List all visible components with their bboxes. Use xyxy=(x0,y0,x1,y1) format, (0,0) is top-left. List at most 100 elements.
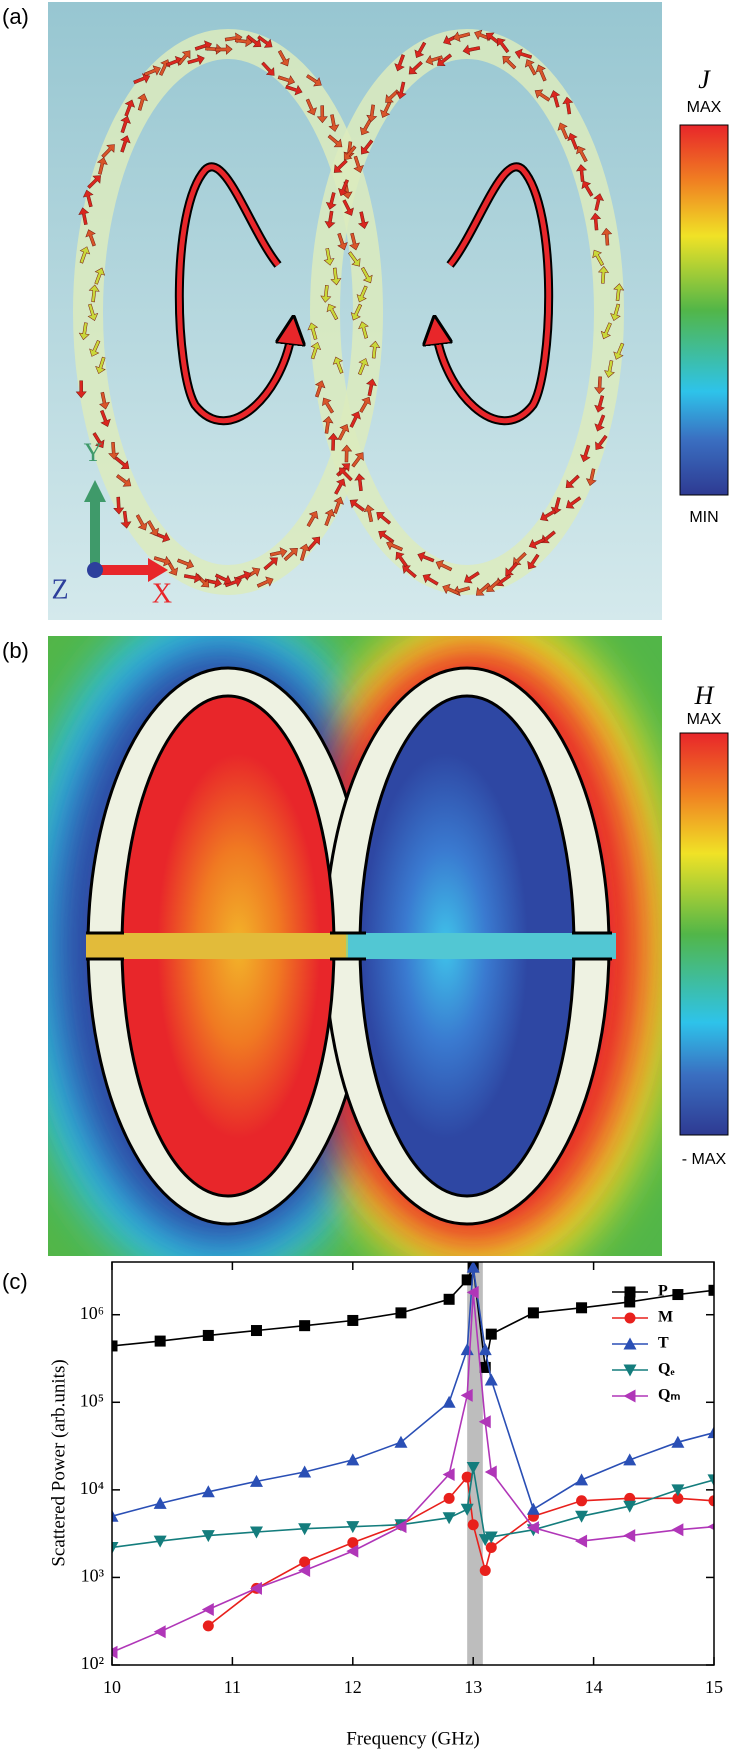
legend-label: T xyxy=(658,1335,669,1352)
marker xyxy=(671,1484,685,1497)
marker xyxy=(153,1625,166,1639)
current-arrow xyxy=(99,391,110,410)
marker xyxy=(485,1541,497,1553)
x-axis-label: Frequency (GHz) xyxy=(346,1728,479,1749)
current-arrow xyxy=(350,303,363,321)
marker xyxy=(112,1541,119,1554)
marker xyxy=(461,1471,473,1483)
current-arrow xyxy=(323,247,335,266)
marker xyxy=(249,1526,263,1539)
panel-b-field xyxy=(48,636,662,1256)
current-arrow xyxy=(307,322,319,340)
marker xyxy=(466,1462,480,1475)
current-arrow xyxy=(330,267,342,286)
current-arrow xyxy=(333,496,344,514)
current-arrow xyxy=(322,397,335,414)
current-arrow xyxy=(594,395,605,413)
current-arrow xyxy=(214,573,232,585)
marker xyxy=(153,1535,167,1548)
marker xyxy=(484,1373,498,1386)
current-arrow xyxy=(613,342,625,360)
current-arrow xyxy=(357,358,369,376)
marker xyxy=(707,1426,714,1439)
current-arrow xyxy=(604,360,615,378)
current-arrow xyxy=(305,98,317,116)
marker xyxy=(707,1474,714,1487)
colorbar xyxy=(679,124,729,496)
current-arrow xyxy=(567,132,579,150)
marker xyxy=(201,1530,215,1543)
marker xyxy=(443,1293,455,1305)
marker xyxy=(460,1503,474,1516)
current-arrow xyxy=(334,478,346,495)
marker xyxy=(202,1329,214,1341)
current-arrow xyxy=(177,50,191,66)
current-arrow xyxy=(326,303,339,321)
marker xyxy=(299,1556,311,1568)
current-arrow xyxy=(581,180,594,197)
current-arrow xyxy=(310,341,322,360)
current-arrow xyxy=(307,536,321,551)
current-arrow xyxy=(82,189,94,208)
marker xyxy=(467,1519,479,1531)
marker xyxy=(395,1307,407,1319)
current-arrow xyxy=(324,210,336,229)
current-arrow xyxy=(527,553,540,570)
marker xyxy=(623,1500,637,1513)
marker xyxy=(624,1296,636,1308)
marker xyxy=(460,1388,473,1402)
current-arrow xyxy=(349,411,361,428)
series-line xyxy=(112,1266,714,1517)
marker xyxy=(479,1564,491,1576)
current-arrow xyxy=(78,322,90,341)
colorbar-max: MAX xyxy=(687,711,722,728)
colorbar-min: MIN xyxy=(689,509,718,526)
current-arrow xyxy=(565,496,582,509)
current-arrow xyxy=(343,145,357,161)
current-arrow xyxy=(277,75,296,86)
current-arrow xyxy=(100,409,111,427)
current-arrow xyxy=(366,104,378,123)
current-arrow xyxy=(78,207,90,226)
x-tick-label: 13 xyxy=(464,1677,482,1697)
current-arrow xyxy=(85,229,96,247)
marker xyxy=(347,1537,359,1549)
current-arrow xyxy=(512,551,527,566)
y-tick-label: 10² xyxy=(81,1653,104,1673)
current-arrow xyxy=(435,559,453,572)
current-arrow xyxy=(590,212,602,231)
current-arrow xyxy=(422,573,439,586)
current-arrow xyxy=(89,339,101,357)
marker xyxy=(484,1531,498,1544)
colorbar xyxy=(679,732,729,1136)
current-arrow xyxy=(594,376,606,395)
current-arrow xyxy=(320,285,332,303)
current-arrow xyxy=(594,414,606,432)
current-arrow xyxy=(224,576,242,588)
current-arrow xyxy=(263,557,278,571)
current-arrow xyxy=(360,139,374,155)
legend-label: M xyxy=(658,1309,673,1326)
marker xyxy=(112,1340,118,1352)
axis-triad xyxy=(84,480,168,582)
marker xyxy=(672,1289,684,1301)
x-tick-label: 12 xyxy=(344,1677,362,1697)
marker xyxy=(250,1325,262,1337)
current-arrow xyxy=(592,249,605,266)
current-arrow xyxy=(92,432,105,449)
marker xyxy=(154,1335,166,1347)
marker xyxy=(394,1520,407,1534)
current-arrow xyxy=(502,55,517,70)
y-axis-label: Scattered Power (arb.units) xyxy=(48,1359,69,1566)
current-arrow xyxy=(120,115,131,134)
current-arrow xyxy=(442,583,460,595)
current-arrow xyxy=(147,520,159,537)
panel-label: (c) xyxy=(2,1269,28,1294)
marker xyxy=(346,1453,360,1466)
marker xyxy=(623,1453,637,1466)
marker xyxy=(442,1395,456,1408)
current-arrow xyxy=(378,530,394,543)
marker xyxy=(466,1262,480,1273)
current-arrow xyxy=(562,96,574,115)
